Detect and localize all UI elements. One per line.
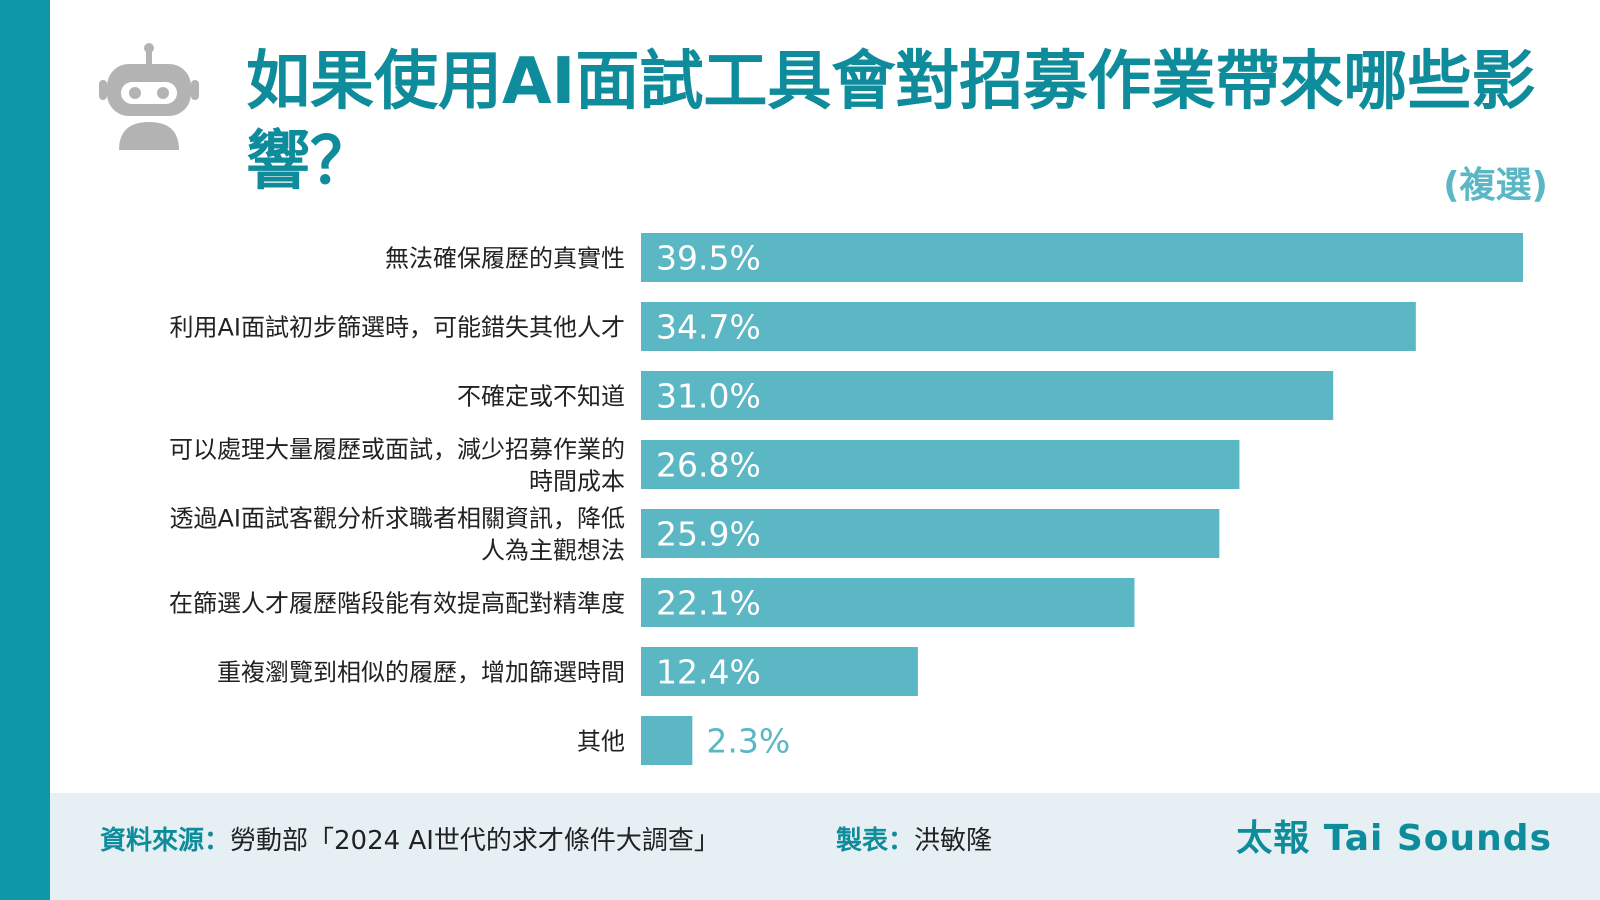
bar-3 bbox=[641, 371, 1334, 420]
bar-value-label-1: 39.5% bbox=[656, 239, 761, 278]
maker-text: 洪敏隆 bbox=[914, 826, 993, 856]
category-label-7: 重複瀏覽到相似的履歷，增加篩選時間 bbox=[217, 659, 625, 687]
maker-label: 製表： bbox=[836, 826, 915, 856]
bar-value-label-7: 12.4% bbox=[656, 653, 761, 692]
category-label-5-line-2: 人為主觀想法 bbox=[481, 537, 625, 565]
bar-2 bbox=[641, 302, 1416, 351]
robot-icon bbox=[99, 43, 199, 150]
source-text: 勞動部「2024 AI世代的求才條件大調查」 bbox=[230, 826, 720, 856]
page-title: 如果使用AI面試工具會對招募作業帶來哪些影響？ bbox=[246, 45, 1536, 199]
bar-value-label-2: 34.7% bbox=[656, 308, 761, 347]
category-label-8: 其他 bbox=[577, 728, 625, 756]
maker-credit: 製表：洪敏隆 bbox=[836, 821, 992, 861]
category-label-6: 在篩選人才履歷階段能有效提高配對精準度 bbox=[169, 590, 625, 618]
bar-7 bbox=[641, 647, 918, 696]
bar-8 bbox=[641, 716, 693, 765]
category-label-4-line-2: 時間成本 bbox=[529, 468, 625, 496]
bar-value-label-3: 31.0% bbox=[656, 377, 761, 416]
brand-logo-text: 太報 Tai Sounds bbox=[1236, 818, 1552, 859]
bar-1 bbox=[641, 233, 1523, 282]
source-label: 資料來源： bbox=[100, 826, 231, 856]
bar-value-label-8: 2.3% bbox=[706, 722, 790, 761]
category-label-1: 無法確保履歷的真實性 bbox=[385, 245, 625, 273]
bar-value-label-6: 22.1% bbox=[656, 584, 761, 623]
left-accent-bar bbox=[0, 0, 50, 900]
category-label-4-line-1: 可以處理大量履歷或面試，減少招募作業的 bbox=[169, 436, 625, 464]
category-label-3: 不確定或不知道 bbox=[457, 383, 625, 411]
bar-6 bbox=[641, 578, 1135, 627]
bar-value-label-5: 25.9% bbox=[656, 515, 761, 554]
bar-value-label-4: 26.8% bbox=[656, 446, 761, 485]
footer: 資料來源：勞動部「2024 AI世代的求才條件大調查」 製表：洪敏隆 太報 Ta… bbox=[50, 793, 1600, 900]
bar-5 bbox=[641, 509, 1220, 558]
source-credit: 資料來源：勞動部「2024 AI世代的求才條件大調查」 bbox=[100, 821, 720, 861]
multi-select-note: (複選) bbox=[1443, 165, 1548, 206]
category-label-5-line-1: 透過AI面試客觀分析求職者相關資訊，降低 bbox=[170, 505, 626, 533]
bar-4 bbox=[641, 440, 1240, 489]
category-label-2: 利用AI面試初步篩選時，可能錯失其他人才 bbox=[170, 314, 626, 342]
